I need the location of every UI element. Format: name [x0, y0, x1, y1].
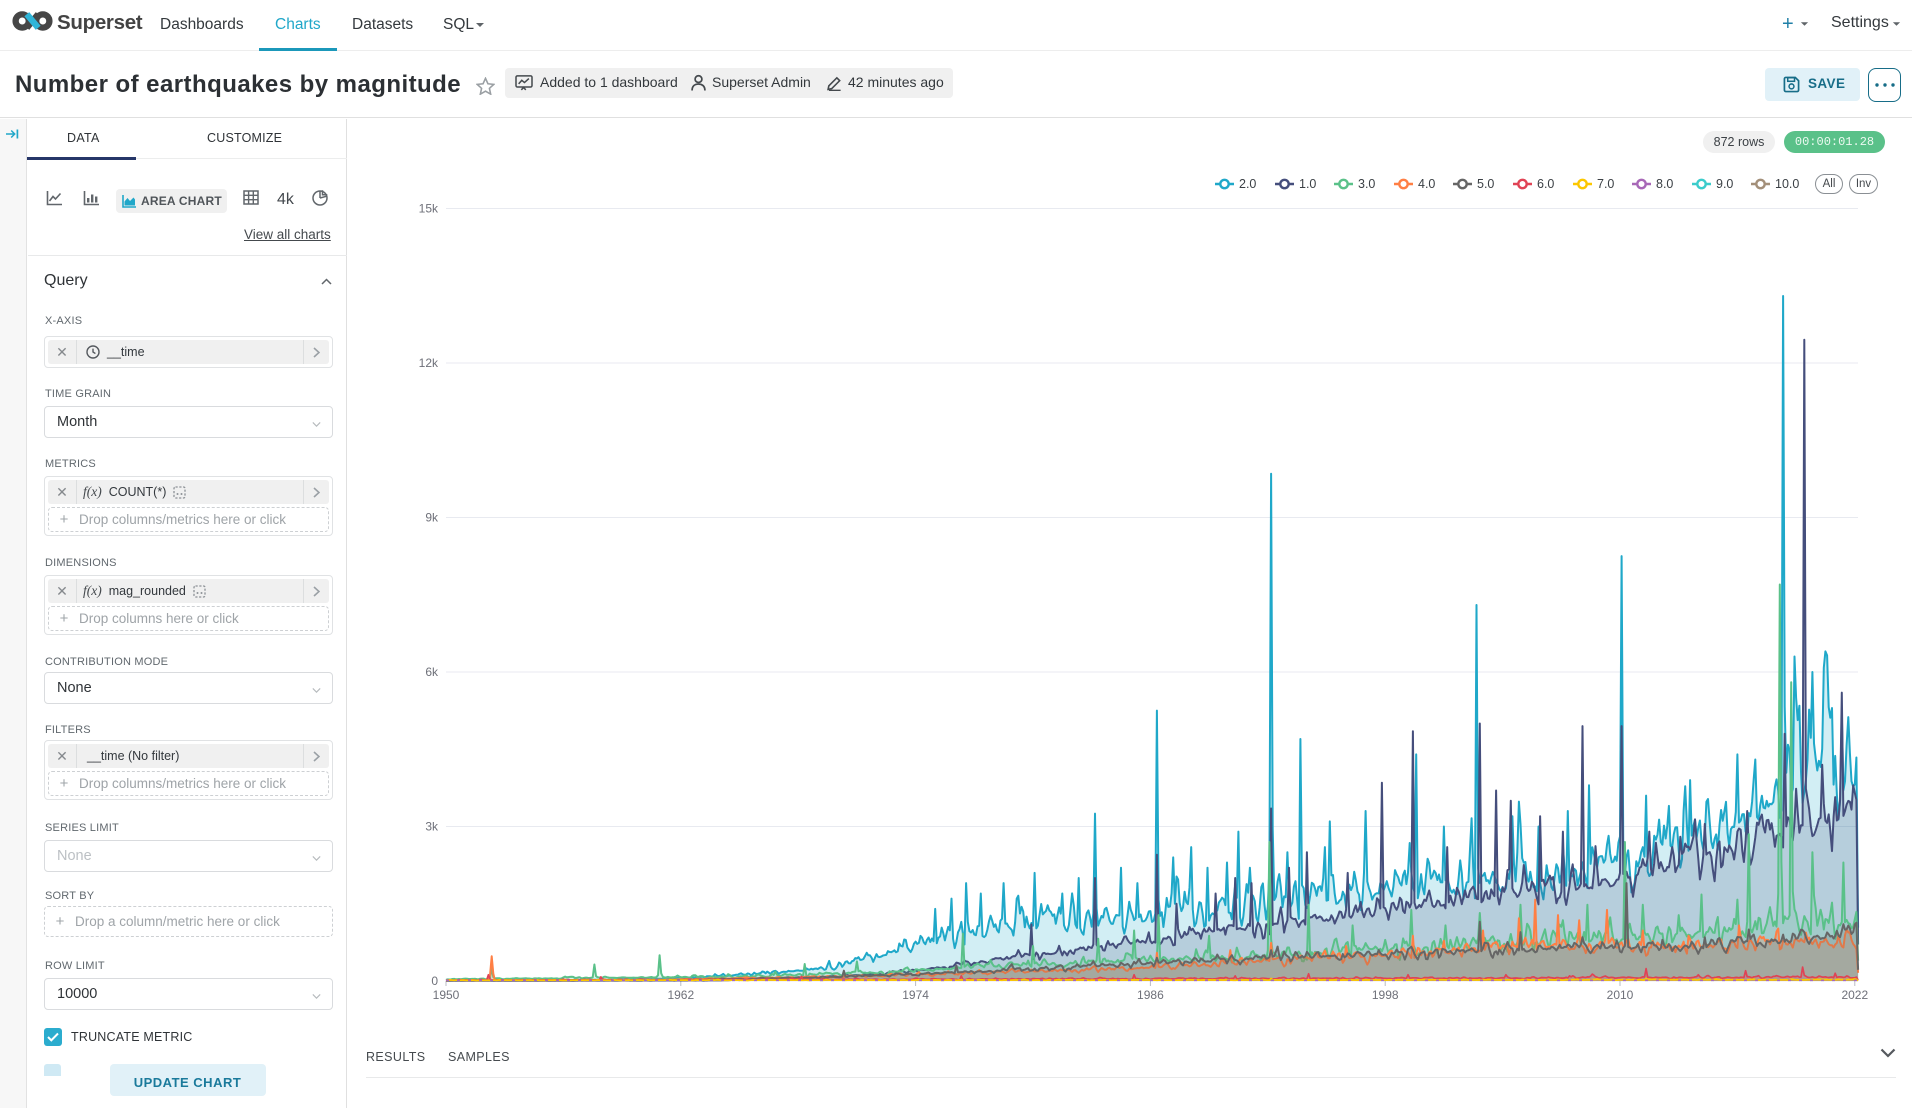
svg-text:6k: 6k: [425, 665, 439, 679]
svg-text:9k: 9k: [425, 511, 439, 525]
svg-text:1962: 1962: [667, 988, 694, 1002]
svg-text:15k: 15k: [419, 202, 439, 216]
svg-text:0: 0: [431, 974, 438, 988]
svg-text:1998: 1998: [1372, 988, 1399, 1002]
svg-text:1974: 1974: [902, 988, 929, 1002]
svg-text:1986: 1986: [1137, 988, 1164, 1002]
svg-text:2022: 2022: [1841, 988, 1868, 1002]
svg-text:2010: 2010: [1607, 988, 1634, 1002]
svg-text:1950: 1950: [433, 988, 460, 1002]
svg-text:3k: 3k: [425, 820, 439, 834]
svg-text:12k: 12k: [419, 356, 439, 370]
